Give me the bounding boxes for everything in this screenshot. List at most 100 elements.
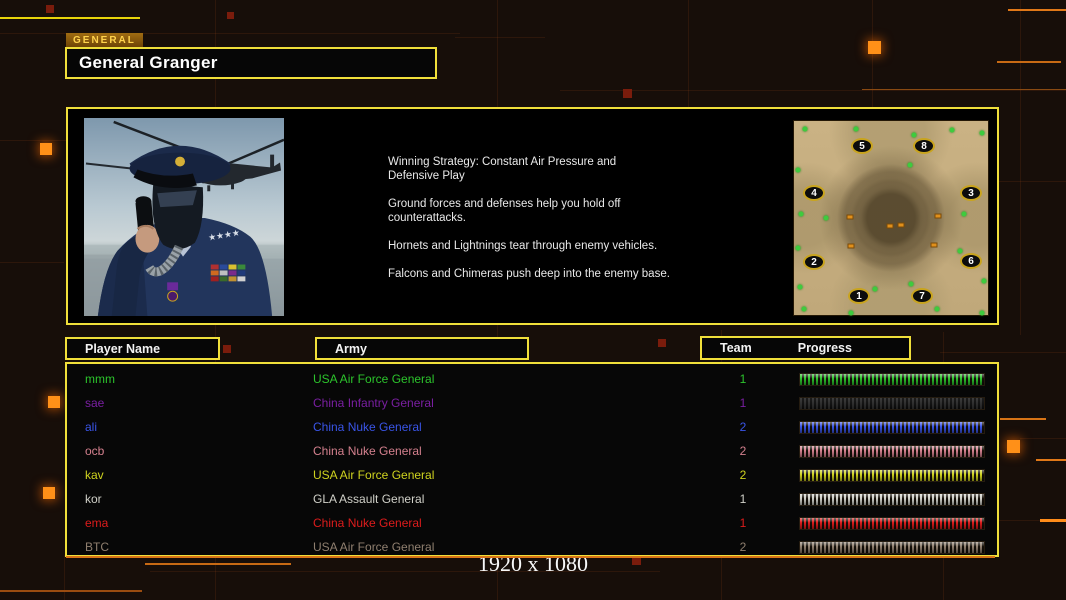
map-start-position: 8 — [913, 138, 935, 154]
map-tree-dot — [872, 286, 878, 292]
background-decoration — [64, 555, 65, 600]
background-decoration — [1020, 0, 1021, 335]
player-team: 1 — [739, 396, 747, 410]
background-decoration — [1020, 438, 1066, 439]
player-list: mmm USA Air Force General 1 sae China In… — [65, 362, 999, 557]
background-decoration — [0, 262, 64, 263]
army-header-label: Army — [335, 341, 367, 356]
map-start-position: 6 — [960, 253, 982, 269]
general-portrait: ★★★★ — [83, 117, 285, 317]
progress-bar — [799, 372, 985, 386]
map-preview: 5 8 4 3 2 6 1 7 — [793, 120, 989, 316]
map-tree-dot — [853, 126, 859, 132]
progress-bar — [799, 516, 985, 530]
player-name: kor — [85, 492, 102, 506]
map-tree-dot — [961, 211, 967, 217]
player-name: kav — [85, 468, 104, 482]
general-title-box: General Granger — [65, 47, 437, 79]
background-decoration — [48, 396, 60, 408]
background-decoration — [688, 0, 689, 205]
background-decoration — [46, 5, 54, 13]
strategy-text: Winning Strategy: Constant Air Pressure … — [388, 155, 733, 295]
background-decoration — [862, 89, 1066, 90]
progress-cell — [793, 396, 997, 410]
progress-cell — [793, 444, 997, 458]
player-team: 2 — [739, 444, 747, 458]
background-decoration — [632, 556, 641, 565]
player-name: BTC — [85, 540, 109, 554]
map-tree-dot — [798, 211, 804, 217]
background-decoration — [658, 339, 666, 347]
player-team: 1 — [739, 516, 747, 530]
player-army: USA Air Force General — [313, 468, 435, 482]
background-decoration — [868, 41, 881, 54]
map-supply-dot — [930, 242, 938, 248]
column-header-army: Army — [315, 337, 529, 360]
table-row: ocb China Nuke General 2 — [67, 439, 997, 463]
background-decoration — [1008, 9, 1066, 11]
map-start-position: 4 — [803, 185, 825, 201]
background-decoration — [1040, 519, 1066, 522]
player-army: China Nuke General — [313, 420, 422, 434]
page-title: General Granger — [79, 53, 218, 72]
player-army: USA Air Force General — [313, 540, 435, 554]
map-start-position: 3 — [960, 185, 982, 201]
map-tree-dot — [801, 306, 807, 312]
strategy-paragraph: Hornets and Lightnings tear through enem… — [388, 240, 658, 252]
player-team: 2 — [739, 420, 747, 434]
map-start-position: 1 — [848, 288, 870, 304]
player-army: USA Air Force General — [313, 372, 435, 386]
background-decoration — [872, 0, 873, 110]
player-army: China Nuke General — [313, 444, 422, 458]
player-army: China Nuke General — [313, 516, 422, 530]
background-decoration — [623, 89, 632, 98]
map-tree-dot — [957, 248, 963, 254]
table-row: ali China Nuke General 2 — [67, 415, 997, 439]
background-decoration — [997, 61, 1061, 63]
general-portrait-art: ★★★★ — [84, 118, 284, 316]
player-name: ema — [85, 516, 109, 530]
map-tree-dot — [795, 167, 801, 173]
progress-cell — [793, 492, 997, 506]
player-team: 1 — [739, 372, 747, 386]
progress-bar — [799, 540, 985, 554]
map-tree-dot — [907, 162, 913, 168]
progress-bar — [799, 396, 985, 410]
progress-bar — [799, 420, 985, 434]
progress-bar — [799, 444, 985, 458]
map-tree-dot — [981, 278, 987, 284]
map-tree-dot — [908, 281, 914, 287]
background-decoration — [0, 17, 140, 19]
player-name-header-label: Player Name — [85, 341, 161, 356]
strategy-paragraph: Falcons and Chimeras push deep into the … — [388, 268, 670, 280]
background-decoration — [223, 345, 231, 353]
map-start-position: 5 — [851, 138, 873, 154]
strategy-paragraph: Winning Strategy: Constant Air Pressure … — [388, 156, 617, 182]
progress-cell — [793, 420, 997, 434]
background-decoration — [40, 143, 52, 155]
table-row: kor GLA Assault General 1 — [67, 487, 997, 511]
background-decoration — [455, 37, 545, 38]
background-decoration — [0, 590, 142, 592]
general-tag: GENERAL — [66, 33, 143, 48]
map-supply-dot — [897, 222, 905, 228]
background-decoration — [0, 33, 460, 34]
background-decoration — [227, 12, 234, 19]
player-name: sae — [85, 396, 105, 410]
background-decoration — [1007, 440, 1020, 453]
table-row: BTC USA Air Force General 2 — [67, 535, 997, 559]
background-decoration — [43, 487, 55, 499]
player-army: China Infantry General — [313, 396, 434, 410]
map-tree-dot — [911, 132, 917, 138]
map-tree-dot — [934, 306, 940, 312]
map-start-position: 2 — [803, 254, 825, 270]
table-row: mmm USA Air Force General 1 — [67, 367, 997, 391]
column-header-team-progress: Team Progress — [700, 336, 911, 360]
strategy-paragraph: Ground forces and defenses help you hold… — [388, 198, 621, 224]
table-row: sae China Infantry General 1 — [67, 391, 997, 415]
progress-bar — [799, 492, 985, 506]
map-tree-dot — [823, 215, 829, 221]
purple-heart-medal — [167, 282, 179, 302]
progress-header-label: Progress — [797, 341, 852, 355]
column-header-player-name: Player Name — [65, 337, 220, 360]
